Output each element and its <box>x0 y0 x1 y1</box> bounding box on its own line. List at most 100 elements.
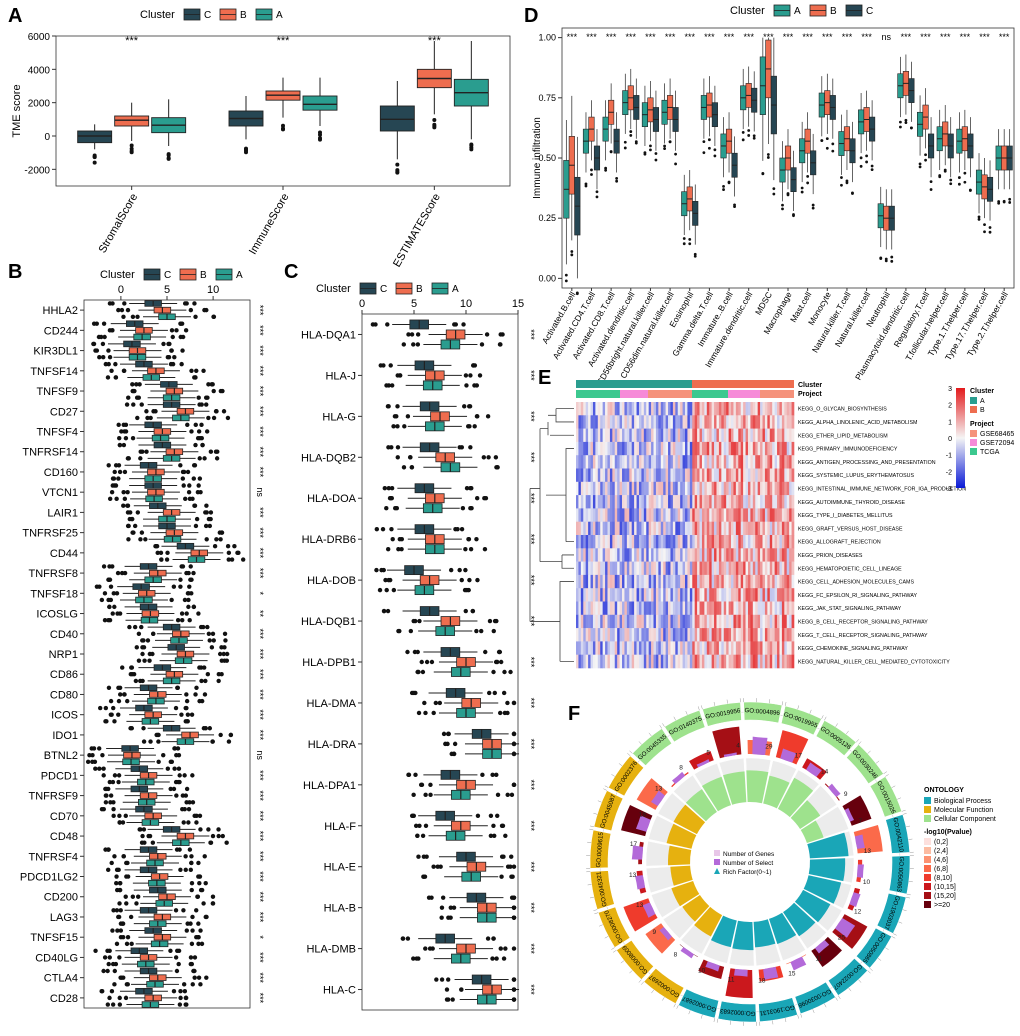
outlier <box>176 779 181 785</box>
heatmap-cell <box>677 561 681 576</box>
heatmap-cell <box>622 601 625 616</box>
heatmap-cell <box>629 402 633 416</box>
heatmap-cell <box>687 654 691 669</box>
heatmap-cell <box>622 508 625 522</box>
heatmap-cell <box>597 654 601 669</box>
heatmap-cell <box>728 521 732 536</box>
pvalue-bar <box>712 726 742 759</box>
heatmap-cell <box>590 415 594 429</box>
heatmap-cell <box>588 521 591 536</box>
outlier <box>688 242 692 246</box>
heatmap-cell <box>646 402 649 416</box>
outer-tick <box>885 774 889 777</box>
outlier <box>113 463 119 468</box>
outlier <box>416 854 421 859</box>
select-count-label: 12 <box>854 908 862 915</box>
heatmap-cell <box>680 441 683 456</box>
heatmap-cell <box>694 481 698 496</box>
heatmap-cell <box>600 468 603 483</box>
select-count-label: 17 <box>630 841 638 848</box>
rich-factor-bar <box>803 875 842 904</box>
significance-label: *** <box>255 770 265 781</box>
outer-tick <box>837 995 841 999</box>
outlier <box>108 584 114 589</box>
outlier <box>203 880 208 886</box>
outlier <box>904 121 908 125</box>
heatmap-cell <box>680 561 683 576</box>
outlier <box>210 894 216 899</box>
heatmap-cell <box>764 641 768 655</box>
heatmap-cell <box>723 402 727 416</box>
heatmap-cell <box>680 495 683 509</box>
outlier <box>501 956 507 961</box>
y-tick-label: HLA-G <box>322 411 356 423</box>
heatmap-cell <box>738 574 742 589</box>
heatmap-cell <box>791 495 795 509</box>
heatmap-cell <box>786 641 790 655</box>
heatmap-cell <box>781 561 785 576</box>
outlier <box>501 854 506 859</box>
heatmap-cell <box>733 548 737 562</box>
heatmap-cell <box>716 654 720 669</box>
heatmap-cell <box>600 495 603 509</box>
heatmap-cell <box>670 535 674 549</box>
heatmap-cell <box>699 428 703 443</box>
significance-label: *** <box>255 426 265 437</box>
heatmap-cell <box>747 628 751 642</box>
outlier <box>187 847 193 852</box>
significance-label: *** <box>526 411 536 422</box>
rich-factor-bar <box>746 770 769 804</box>
heatmap-cell <box>721 614 725 629</box>
heatmap-cell <box>643 548 647 562</box>
outlier <box>102 618 108 623</box>
heatmap-cell <box>646 441 649 456</box>
outlier <box>213 449 219 454</box>
rich-factor-bar <box>666 823 697 849</box>
heatmap-cell <box>672 548 676 562</box>
significance-label: *** <box>526 329 536 340</box>
heatmap-cell <box>745 428 749 443</box>
outlier <box>384 587 389 593</box>
outlier <box>208 840 213 845</box>
rich-factor-bar <box>694 906 723 937</box>
outlier <box>100 989 105 994</box>
heatmap-cell <box>651 455 654 469</box>
heatmap-cell <box>743 628 746 642</box>
outlier <box>126 523 131 529</box>
outlier <box>202 854 207 859</box>
outer-tick <box>673 716 676 721</box>
outlier <box>899 120 902 124</box>
heatmap-cell <box>588 574 591 589</box>
select-bar <box>635 815 651 832</box>
outlier <box>102 591 108 596</box>
heatmap-cell <box>721 428 725 443</box>
heatmap-cell <box>658 628 662 642</box>
outlier <box>131 402 136 407</box>
heatmap-cell <box>619 402 623 416</box>
heatmap-cell <box>636 428 640 443</box>
heatmap-cell <box>762 495 766 509</box>
heatmap-cell <box>626 614 630 629</box>
outlier <box>117 887 123 893</box>
outlier <box>109 860 114 866</box>
heatmap-cell <box>663 441 666 456</box>
significance-label: *** <box>255 993 265 1004</box>
heatmap-cell <box>689 455 693 469</box>
heatmap-cell <box>624 441 628 456</box>
outlier <box>194 368 199 373</box>
heatmap-cell <box>706 495 710 509</box>
outlier <box>178 463 183 468</box>
outlier <box>177 773 182 778</box>
heatmap-cell <box>704 614 708 629</box>
heatmap-cell <box>687 415 691 429</box>
heatmap-cell <box>675 574 679 589</box>
heatmap-cell <box>680 468 683 483</box>
heatmap-cell <box>735 508 739 522</box>
heatmap-cell <box>714 614 717 629</box>
heatmap-cell <box>767 402 771 416</box>
heatmap-cell <box>757 548 761 562</box>
heatmap-cell <box>714 548 717 562</box>
heatmap-cell <box>714 521 717 536</box>
heatmap-cell <box>733 521 737 536</box>
heatmap-cell <box>701 441 705 456</box>
